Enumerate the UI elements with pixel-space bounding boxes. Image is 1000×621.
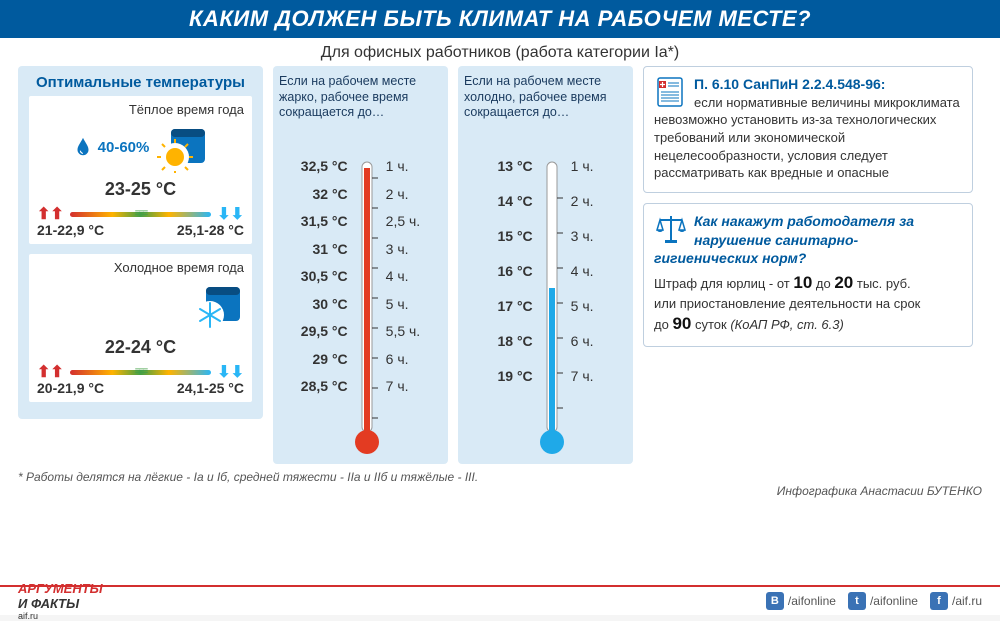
hours-value: 2 ч.	[571, 193, 594, 209]
social-item[interactable]: f/aif.ru	[930, 592, 982, 610]
hours-value: 5 ч.	[571, 298, 594, 314]
thermometer-cold-icon	[539, 158, 565, 458]
cold-label: Холодное время года	[37, 260, 244, 275]
arrow-hot-icon: ⬆⬆	[37, 204, 64, 224]
cold-main-temp: 22-24 °С	[37, 337, 244, 358]
gradient-bar: ≡≡≡	[70, 370, 211, 375]
hours-value: 7 ч.	[571, 368, 594, 384]
hours-value: 2,5 ч.	[386, 213, 421, 229]
cold-right-temp: 24,1-25 °С	[177, 380, 244, 396]
temp-value: 31 °С	[301, 241, 348, 257]
temp-value: 18 °С	[497, 333, 532, 349]
cold-temps: 13 °С 14 °С 15 °С 16 °С 17 °С 18 °С 19 °С	[497, 158, 532, 384]
hours-value: 3 ч.	[386, 241, 421, 257]
social-item[interactable]: t/aifonline	[848, 592, 918, 610]
hours-value: 6 ч.	[571, 333, 594, 349]
calendar-sun-icon	[157, 121, 209, 173]
warm-temp-bar: ⬆⬆ ≡≡≡ ⬇⬇	[37, 204, 244, 224]
credit: Инфографика Анастасии БУТЕНКО	[0, 484, 1000, 502]
temp-value: 32,5 °С	[301, 158, 348, 174]
cold-hours: 1 ч. 2 ч. 3 ч. 4 ч. 5 ч. 6 ч. 7 ч.	[571, 158, 594, 384]
hours-value: 2 ч.	[386, 186, 421, 202]
hours-value: 4 ч.	[571, 263, 594, 279]
hot-panel: Если на рабочем месте жарко, рабочее вре…	[273, 66, 448, 464]
reg1-title: П. 6.10 СанПиН 2.2.4.548-96:	[694, 76, 885, 92]
reg1-body: если нормативные величины микроклимата н…	[654, 95, 960, 180]
reg2-body: Штраф для юрлиц - от 10 до 20 тыс. руб. …	[654, 272, 962, 335]
reg2-title: Как накажут работодателя за нарушение са…	[654, 213, 914, 267]
thermometer-hot-icon	[354, 158, 380, 458]
hours-value: 3 ч.	[571, 228, 594, 244]
temp-value: 14 °С	[497, 193, 532, 209]
temp-value: 30,5 °С	[301, 268, 348, 284]
temp-value: 13 °С	[497, 158, 532, 174]
arrow-cold-icon: ⬇⬇	[217, 204, 244, 224]
subheading: Для офисных работников (работа категории…	[0, 38, 1000, 66]
optimal-title: Оптимальные температуры	[28, 74, 253, 95]
temp-value: 31,5 °С	[301, 213, 348, 229]
cold-temp-bar: ⬆⬆ ≡≡≡ ⬇⬇	[37, 362, 244, 382]
reg-penalty: Как накажут работодателя за нарушение са…	[643, 203, 973, 347]
humidity-value: 40-60%	[72, 136, 150, 158]
hours-value: 1 ч.	[571, 158, 594, 174]
temp-value: 29 °С	[301, 351, 348, 367]
footer-logo: АРГУМЕНТЫИ ФАКТЫ aif.ru	[18, 581, 103, 621]
season-warm: Тёплое время года 40-60%	[28, 95, 253, 245]
warm-left-temp: 21-22,9 °С	[37, 222, 104, 238]
social-label: /aifonline	[788, 594, 836, 608]
humidity-icon	[72, 136, 94, 158]
infographic-frame: КАКИМ ДОЛЖЕН БЫТЬ КЛИМАТ НА РАБОЧЕМ МЕСТ…	[0, 0, 1000, 615]
temp-value: 28,5 °С	[301, 378, 348, 394]
hours-value: 5 ч.	[386, 296, 421, 312]
hours-value: 5,5 ч.	[386, 323, 421, 339]
hours-value: 6 ч.	[386, 351, 421, 367]
temp-value: 32 °С	[301, 186, 348, 202]
cold-left-temp: 20-21,9 °С	[37, 380, 104, 396]
scales-icon	[654, 212, 688, 246]
optimal-panel: Оптимальные температуры Тёплое время год…	[18, 66, 263, 419]
social-label: /aif.ru	[952, 594, 982, 608]
temp-value: 17 °С	[497, 298, 532, 314]
temp-value: 30 °С	[301, 296, 348, 312]
vk-icon: B	[766, 592, 784, 610]
temp-value: 15 °С	[497, 228, 532, 244]
hot-hours: 1 ч. 2 ч. 2,5 ч. 3 ч. 4 ч. 5 ч. 5,5 ч. 6 ч. 7 ч.	[386, 158, 421, 394]
hot-temps: 32,5 °С 32 °С 31,5 °С 31 °С 30,5 °С 30 °С 29,5…	[301, 158, 348, 394]
header-title: КАКИМ ДОЛЖЕН БЫТЬ КЛИМАТ НА РАБОЧЕМ МЕСТ…	[0, 0, 1000, 38]
temp-value: 29,5 °С	[301, 323, 348, 339]
column-regulations: П. 6.10 СанПиН 2.2.4.548-96: если нормат…	[643, 66, 973, 464]
arrow-cold-icon: ⬇⬇	[217, 362, 244, 382]
warm-label: Тёплое время года	[37, 102, 244, 117]
footer: АРГУМЕНТЫИ ФАКТЫ aif.ru B/aifonlinet/aif…	[0, 585, 1000, 615]
reg-sanpin: П. 6.10 СанПиН 2.2.4.548-96: если нормат…	[643, 66, 973, 193]
hot-head: Если на рабочем месте жарко, рабочее вре…	[279, 74, 442, 154]
hours-value: 7 ч.	[386, 378, 421, 394]
warm-right-temp: 25,1-28 °С	[177, 222, 244, 238]
cold-panel: Если на рабочем месте холодно, рабочее в…	[458, 66, 633, 464]
footer-socials: B/aifonlinet/aifonlinef/aif.ru	[766, 592, 982, 610]
cold-head: Если на рабочем месте холодно, рабочее в…	[464, 74, 627, 154]
tw-icon: t	[848, 592, 866, 610]
fb-icon: f	[930, 592, 948, 610]
gradient-bar: ≡≡≡	[70, 212, 211, 217]
hours-value: 4 ч.	[386, 268, 421, 284]
hours-value: 1 ч.	[386, 158, 421, 174]
social-item[interactable]: B/aifonline	[766, 592, 836, 610]
content-grid: Оптимальные температуры Тёплое время год…	[0, 66, 1000, 464]
calendar-snow-icon	[192, 279, 244, 331]
footnote: * Работы делятся на лёгкие - Iа и Iб, ср…	[0, 464, 1000, 484]
warm-main-temp: 23-25 °С	[37, 179, 244, 200]
social-label: /aifonline	[870, 594, 918, 608]
column-thermometers: Если на рабочем месте жарко, рабочее вре…	[273, 66, 633, 464]
temp-value: 19 °С	[497, 368, 532, 384]
arrow-hot-icon: ⬆⬆	[37, 362, 64, 382]
column-optimal: Оптимальные температуры Тёплое время год…	[18, 66, 263, 464]
temp-value: 16 °С	[497, 263, 532, 279]
season-cold: Холодное время года 22-24 °С ⬆⬆ ≡≡≡	[28, 253, 253, 403]
document-icon	[654, 75, 688, 109]
